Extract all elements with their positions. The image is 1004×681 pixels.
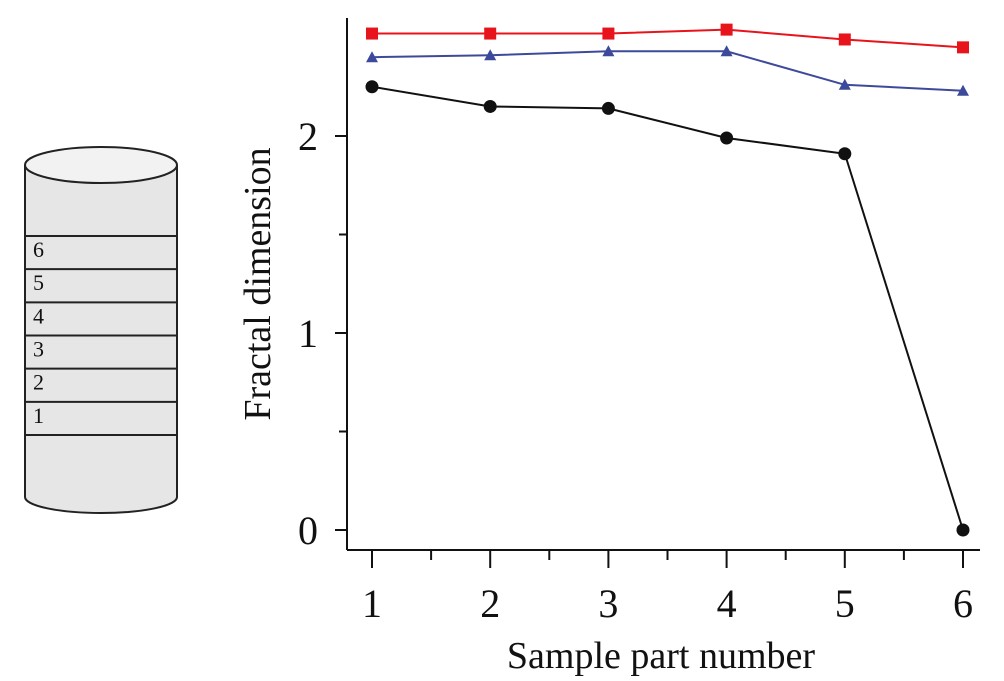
y-tick-label: 0 bbox=[298, 508, 318, 553]
cylinder-layer-labels: 6 5 4 3 2 1 bbox=[33, 237, 44, 428]
layer-label-2: 2 bbox=[33, 370, 44, 395]
series-line bbox=[371, 85, 964, 531]
data-point bbox=[366, 27, 378, 40]
series-line bbox=[372, 28, 964, 49]
x-tick-label: 2 bbox=[480, 581, 500, 626]
cylinder-top bbox=[24, 146, 178, 184]
data-point bbox=[838, 78, 851, 90]
series-square bbox=[366, 23, 969, 54]
data-point bbox=[484, 27, 497, 40]
data-point bbox=[720, 23, 733, 36]
x-axis-title: Sample part number bbox=[507, 635, 815, 677]
layer-label-6: 6 bbox=[33, 237, 44, 262]
series-triangle bbox=[366, 45, 969, 96]
x-tick-label: 1 bbox=[362, 581, 382, 626]
sample-cylinder-diagram: 6 5 4 3 2 1 bbox=[24, 146, 178, 514]
data-point bbox=[838, 147, 852, 161]
data-point bbox=[957, 41, 969, 54]
cylinder-layer-dividers bbox=[25, 235, 177, 436]
series-line bbox=[371, 50, 964, 92]
layer-label-5: 5 bbox=[33, 270, 44, 295]
x-tick-label: 4 bbox=[717, 581, 737, 626]
y-axis-title: Fractal dimension bbox=[237, 147, 279, 420]
y-tick-label: 2 bbox=[298, 114, 318, 159]
data-point bbox=[484, 49, 497, 61]
data-point bbox=[366, 51, 378, 63]
data-point bbox=[838, 33, 851, 46]
series-circle bbox=[365, 80, 970, 537]
layer-label-3: 3 bbox=[33, 337, 44, 362]
x-tick-label: 3 bbox=[598, 581, 618, 626]
data-point bbox=[956, 523, 970, 537]
layer-label-1: 1 bbox=[33, 403, 44, 428]
data-point bbox=[365, 80, 379, 94]
data-point bbox=[720, 131, 734, 145]
x-tick-label: 6 bbox=[953, 581, 973, 626]
y-axis-ticks: 0 1 2 bbox=[298, 114, 347, 553]
data-point bbox=[957, 84, 969, 96]
series-layer bbox=[365, 23, 970, 537]
data-point bbox=[601, 101, 615, 115]
x-tick-label: 5 bbox=[835, 581, 855, 626]
layer-label-4: 4 bbox=[33, 303, 44, 328]
y-tick-label: 1 bbox=[298, 311, 318, 356]
x-axis-ticks: 1 2 3 4 5 6 bbox=[362, 550, 973, 626]
data-point bbox=[720, 45, 733, 57]
data-point bbox=[602, 27, 615, 40]
data-point bbox=[602, 45, 615, 57]
cylinder-body bbox=[24, 165, 178, 514]
data-point bbox=[483, 99, 497, 113]
